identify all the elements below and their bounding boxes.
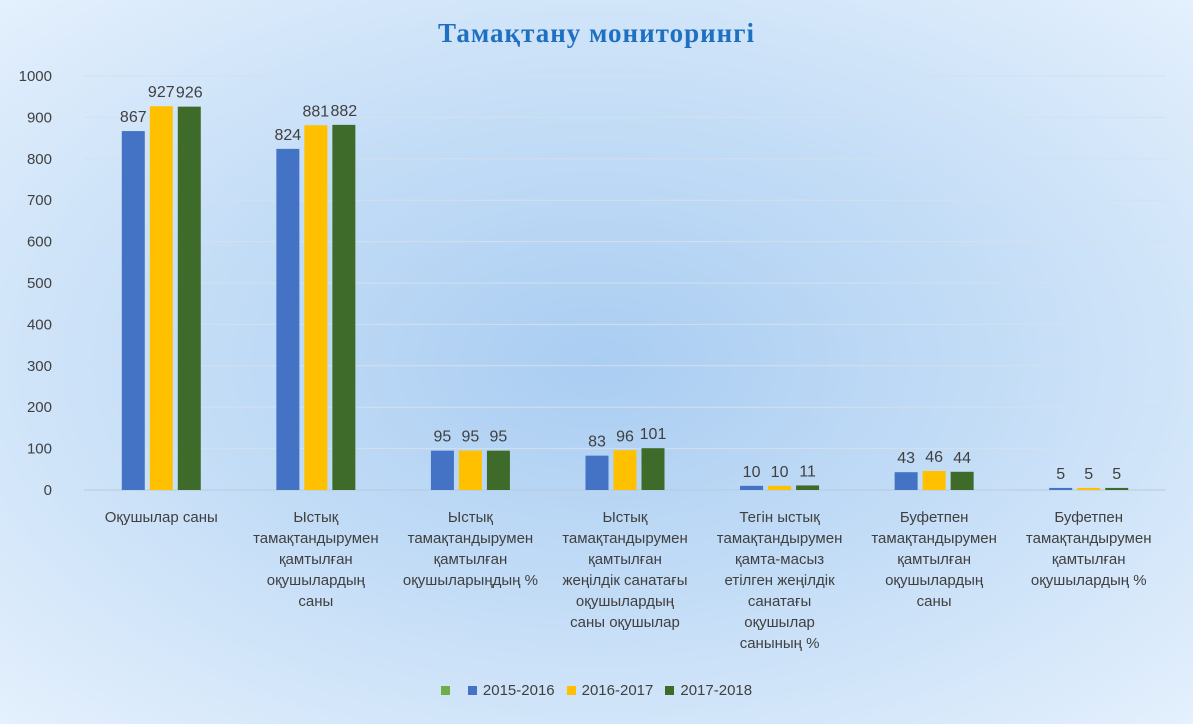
bar [740, 485, 764, 490]
data-label: 83 [588, 434, 606, 451]
y-tick-label: 500 [27, 275, 52, 292]
chart-title: Тамақтану мониторингі [438, 18, 755, 48]
y-tick-label: 700 [27, 192, 52, 209]
bar [121, 131, 145, 490]
data-label: 10 [771, 464, 789, 481]
y-tick-label: 600 [27, 234, 52, 251]
y-tick-label: 0 [44, 482, 52, 499]
bar [458, 450, 482, 490]
bar [1077, 487, 1101, 490]
data-label: 881 [303, 103, 330, 120]
bar [177, 106, 201, 491]
y-tick-label: 200 [27, 399, 52, 416]
y-tick-label: 300 [27, 358, 52, 375]
legend: 2015-2016 2016-2017 2017-2018 [0, 682, 1193, 699]
x-tick-label: Ыстық тамақтандырумен қамтылған оқушыларыңд… [403, 509, 538, 589]
bar [486, 450, 510, 490]
data-label: 824 [275, 127, 302, 144]
bar [796, 485, 820, 490]
bar [894, 472, 918, 490]
y-tick-label: 800 [27, 151, 52, 168]
x-tick-label: Буфетпен тамақтандырумен қамтылған оқушылар… [871, 509, 997, 610]
legend-swatch-2016-2017 [566, 686, 576, 695]
bar [950, 471, 974, 490]
legend-item-2015-2016: 2015-2016 [467, 682, 555, 699]
y-tick-label: 1000 [19, 68, 52, 85]
data-label: 101 [640, 426, 667, 443]
x-tick-label: Буфетпен тамақтандырумен қамтылған оқушылар… [1026, 509, 1152, 589]
bar [149, 106, 173, 491]
bar [1049, 487, 1073, 490]
data-label: 867 [120, 109, 147, 126]
legend-label-2016-2017: 2016-2017 [581, 682, 654, 699]
data-label: 882 [331, 103, 358, 120]
bar [332, 124, 356, 491]
data-label: 11 [799, 463, 816, 480]
x-tick-label: Ыстық тамақтандырумен қамтылған жеңілдік са… [562, 509, 688, 631]
legend-swatch-2017-2018 [665, 686, 675, 695]
bar [1105, 487, 1129, 490]
legend-swatch-2015-2016 [467, 686, 477, 695]
legend-label-2015-2016: 2015-2016 [482, 682, 555, 699]
x-tick-label: Оқушылар саны [105, 509, 218, 526]
data-label: 5 [1056, 466, 1065, 483]
legend-label-2017-2018: 2017-2018 [680, 682, 753, 699]
x-tick-label: Тегін ыстық тамақтандырумен қамта-масыз еті… [717, 509, 843, 652]
bar [304, 125, 328, 491]
bar [585, 455, 609, 490]
legend-item-2017-2018: 2017-2018 [665, 682, 752, 699]
data-label: 927 [148, 84, 175, 101]
data-label: 5 [1112, 466, 1121, 483]
data-label: 95 [434, 429, 452, 446]
bar [922, 470, 946, 490]
bar [276, 148, 300, 490]
data-label: 5 [1084, 466, 1093, 483]
legend-extra-swatch [440, 686, 450, 695]
y-tick-label: 100 [27, 441, 52, 458]
data-label: 95 [490, 429, 508, 446]
legend-item-2016-2017: 2016-2017 [566, 682, 654, 699]
data-label: 43 [897, 450, 915, 467]
data-label: 10 [743, 464, 761, 481]
y-tick-label: 400 [27, 316, 52, 333]
data-label: 926 [176, 85, 203, 102]
bar [613, 450, 637, 490]
bar [430, 450, 454, 490]
bar [641, 448, 665, 490]
data-label: 95 [462, 429, 480, 446]
bar [768, 485, 792, 490]
x-tick-label: Ыстық тамақтандырумен қамтылған оқушылардың… [253, 509, 379, 610]
y-tick-label: 900 [27, 109, 52, 126]
legend-extra-marker [440, 686, 456, 695]
data-label: 44 [953, 450, 971, 467]
data-label: 96 [616, 428, 634, 445]
data-label: 46 [925, 449, 943, 466]
